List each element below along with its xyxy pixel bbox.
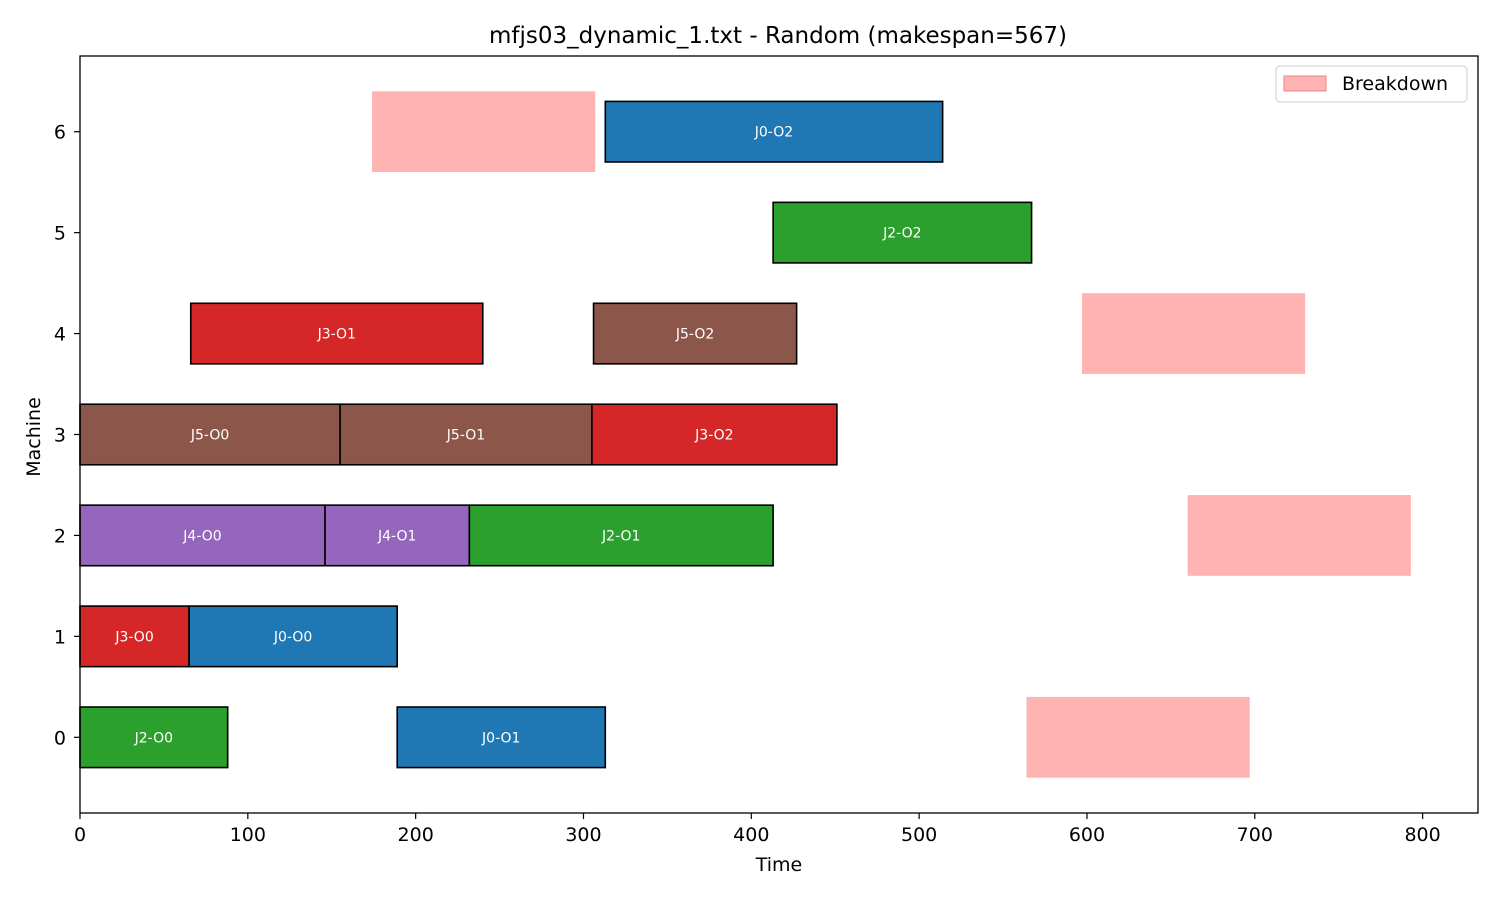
- operation-label-j3-o1: J3-O1: [317, 327, 356, 343]
- operation-label-j3-o2: J3-O2: [694, 428, 733, 444]
- operation-label-j0-o2: J0-O2: [754, 125, 793, 141]
- operation-bar-j4-o1: [324, 504, 471, 567]
- y-tick-label: 4: [54, 324, 66, 346]
- operation-label-j2-o1: J2-O1: [601, 528, 640, 544]
- y-tick-label: 1: [54, 626, 66, 648]
- legend-label-breakdown: Breakdown: [1342, 73, 1448, 95]
- legend-swatch-breakdown: [1283, 75, 1327, 92]
- operation-bar-j3-o1: [189, 302, 484, 365]
- x-tick-label: 500: [901, 824, 937, 846]
- operation-label-j5-o2: J5-O2: [675, 327, 714, 343]
- legend: Breakdown: [1275, 65, 1468, 103]
- operation-bar-j0-o1: [396, 706, 607, 769]
- x-tick-label: 700: [1237, 824, 1273, 846]
- x-axis-label: Time: [755, 854, 803, 876]
- x-tick-label: 0: [74, 824, 86, 846]
- y-tick-label: 3: [54, 425, 66, 447]
- x-tick-label: 100: [230, 824, 266, 846]
- legend-box: [1275, 65, 1468, 103]
- y-axis-label: Machine: [23, 397, 45, 477]
- y-tick-label: 2: [54, 525, 66, 547]
- operation-bar-j3-o2: [591, 403, 838, 466]
- x-tick-label: 300: [565, 824, 601, 846]
- breakdown-bar-m2: [1187, 495, 1411, 576]
- x-tick-label: 200: [398, 824, 434, 846]
- x-tick-label: 400: [733, 824, 769, 846]
- breakdown-bar-m6: [372, 91, 596, 173]
- operation-bar-j3-o0: [79, 605, 190, 668]
- chart-title: mfjs03_dynamic_1.txt - Random (makespan=…: [489, 23, 1067, 49]
- x-tick-label: 800: [1404, 824, 1440, 846]
- operation-bar-j5-o1: [339, 403, 593, 466]
- y-tick-label: 6: [54, 122, 66, 144]
- operation-label-j5-o1: J5-O1: [446, 428, 485, 444]
- operation-label-j0-o1: J0-O1: [481, 730, 520, 746]
- operation-label-j0-o0: J0-O0: [273, 629, 312, 645]
- breakdown-bar-m4: [1081, 293, 1306, 374]
- y-tick-label: 0: [54, 727, 66, 749]
- operation-bar-j2-o1: [468, 504, 774, 567]
- y-tick-label: 5: [54, 223, 66, 245]
- breakdown-bar-m0: [1026, 696, 1250, 778]
- operation-label-j2-o0: J2-O0: [134, 730, 173, 746]
- operation-bar-j0-o0: [188, 605, 398, 668]
- x-tick-label: 600: [1069, 824, 1105, 846]
- operation-bar-j0-o2: [604, 100, 944, 163]
- operation-label-j3-o0: J3-O0: [114, 629, 153, 645]
- operation-bar-j5-o2: [592, 302, 798, 365]
- operation-bar-j2-o0: [79, 706, 229, 769]
- operation-label-j4-o0: J4-O0: [182, 528, 221, 544]
- operation-label-j4-o1: J4-O1: [377, 528, 416, 544]
- operation-bar-j2-o2: [772, 201, 1033, 264]
- operation-label-j5-o0: J5-O0: [190, 428, 229, 444]
- operation-bar-j4-o0: [79, 504, 326, 567]
- operation-label-j2-o2: J2-O2: [882, 226, 921, 242]
